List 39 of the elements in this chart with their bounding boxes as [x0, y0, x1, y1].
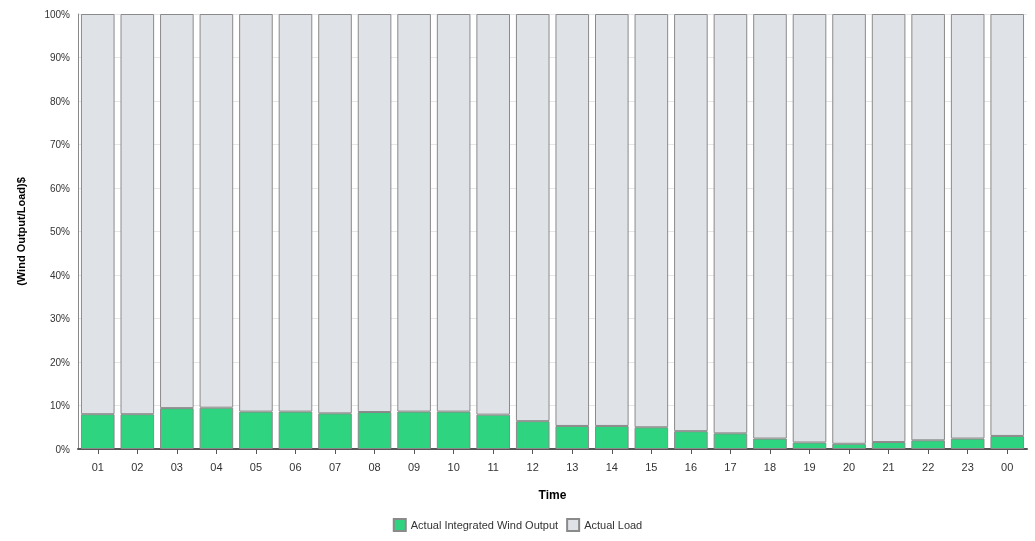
legend-label: Actual Integrated Wind Output: [410, 519, 559, 531]
y-tick-label: 90%: [49, 52, 71, 63]
x-tick-label: 06: [289, 460, 302, 473]
x-tick-label: 14: [605, 460, 618, 473]
x-tick-label: 23: [961, 460, 974, 473]
x-tick-label: 05: [249, 460, 263, 473]
x-axis-title: Time: [538, 488, 567, 502]
y-tick-label: 60%: [49, 182, 71, 194]
x-tick-label: 02: [131, 460, 144, 473]
x-tick-label: 16: [684, 460, 698, 473]
y-tick-label: 100%: [44, 8, 71, 20]
x-tick-label: 15: [645, 460, 658, 473]
y-tick-label: 10%: [49, 400, 71, 411]
x-tick-label: 00: [1001, 460, 1014, 473]
x-tick-label: 07: [328, 460, 342, 473]
x-tick-label: 04: [210, 460, 223, 473]
y-tick-label: 70%: [49, 139, 71, 150]
x-tick-label: 19: [803, 460, 816, 473]
x-tick-label: 10: [447, 460, 460, 473]
y-tick-label: 30%: [49, 313, 71, 324]
x-tick-label: 21: [882, 460, 895, 473]
x-tick-label: 11: [487, 460, 499, 473]
x-tick-label: 22: [922, 460, 935, 473]
x-tick-label: 17: [724, 460, 737, 473]
y-tick-label: 50%: [49, 226, 71, 237]
x-tick-label: 03: [170, 460, 183, 473]
x-tick-label: 13: [566, 460, 579, 473]
x-tick-label: 12: [526, 460, 539, 473]
y-tick-label: 0%: [55, 443, 71, 455]
x-tick-label: 18: [763, 460, 777, 473]
x-tick-label: 20: [842, 460, 856, 473]
legend-label: Actual Load: [584, 519, 643, 531]
x-tick-label: 09: [407, 460, 421, 473]
y-axis-title: (Wind Output/Load)$: [14, 177, 27, 286]
x-tick-label: 08: [368, 460, 381, 473]
y-tick-label: 80%: [49, 95, 71, 107]
y-tick-label: 20%: [49, 356, 71, 368]
x-tick-label: 01: [91, 460, 104, 473]
y-tick-label: 40%: [49, 269, 71, 281]
